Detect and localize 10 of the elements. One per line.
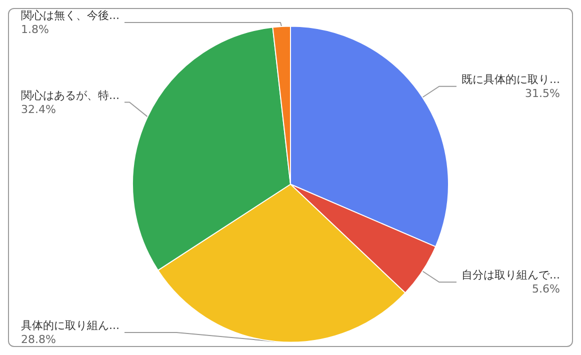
- data-label: 32.4%: [21, 102, 56, 116]
- data-label: 5.6%: [532, 282, 560, 296]
- slice-label: 自分は取り組んで...: [462, 268, 560, 282]
- data-label: 28.8%: [21, 333, 56, 346]
- slice-label: 具体的に取り組ん...: [21, 319, 120, 332]
- data-label: 31.5%: [525, 86, 560, 100]
- slice-label: 既に具体的に取り...: [462, 72, 560, 86]
- data-label: 1.8%: [21, 23, 49, 36]
- slice-label: 関心は無く、今後...: [21, 9, 120, 22]
- slice-label: 関心はあるが、特...: [21, 88, 120, 102]
